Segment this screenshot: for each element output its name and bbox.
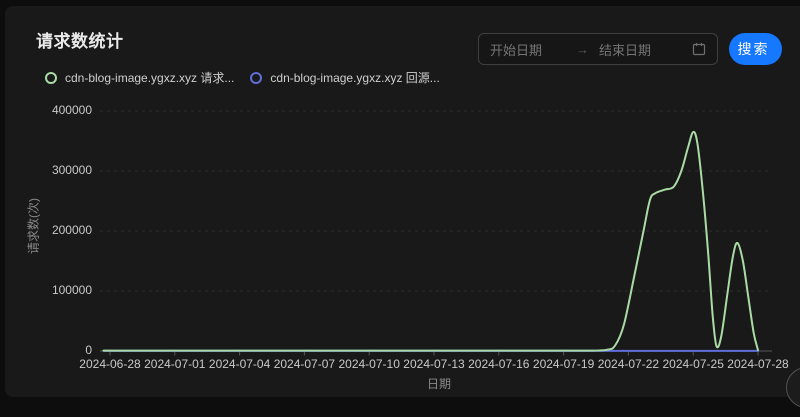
start-date-input[interactable]: 开始日期 bbox=[490, 42, 543, 58]
calendar-icon bbox=[692, 43, 706, 56]
series-marker-requests-icon bbox=[45, 71, 57, 84]
y-axis-tick-label: 0 bbox=[85, 343, 92, 357]
x-axis-tick-label: 2024-07-19 bbox=[532, 357, 595, 371]
end-date-input[interactable]: 结束日期 bbox=[599, 42, 652, 58]
y-axis-tick-label: 100000 bbox=[51, 283, 92, 297]
x-axis-title: 日期 bbox=[426, 377, 451, 391]
y-axis-title: 请求数(次) bbox=[26, 198, 41, 254]
y-axis-tick-label: 300000 bbox=[51, 163, 92, 177]
legend-item-requests[interactable]: cdn-blog-image.ygxz.xyz 请求... bbox=[45, 69, 234, 86]
legend-item-origin[interactable]: cdn-blog-image.ygxz.xyz 回源... bbox=[250, 69, 440, 86]
x-axis-tick-label: 2024-07-10 bbox=[338, 357, 400, 371]
x-axis-tick-label: 2024-07-07 bbox=[273, 357, 336, 371]
x-axis-tick-label: 2024-07-16 bbox=[468, 357, 530, 371]
series-marker-origin-icon bbox=[250, 71, 263, 84]
x-axis-tick-label: 2024-06-28 bbox=[79, 357, 141, 371]
y-axis-tick-label: 200000 bbox=[51, 223, 92, 237]
search-button[interactable]: 搜索 bbox=[729, 33, 782, 65]
x-axis-tick-label: 2024-07-13 bbox=[403, 357, 465, 371]
chart-plot-area[interactable] bbox=[100, 105, 772, 351]
x-axis-tick-label: 2024-07-28 bbox=[727, 357, 789, 371]
date-range-picker[interactable]: 开始日期 → 结束日期 bbox=[478, 33, 718, 65]
x-axis-tick-label: 2024-07-01 bbox=[144, 357, 206, 371]
x-axis-tick-label: 2024-07-22 bbox=[597, 357, 660, 371]
range-arrow-icon: → bbox=[576, 41, 589, 57]
x-axis-tick-label: 2024-07-25 bbox=[662, 357, 724, 371]
chart-legend: cdn-blog-image.ygxz.xyz 请求... cdn-blog-i… bbox=[45, 69, 440, 86]
x-axis-tick-label: 2024-07-04 bbox=[208, 357, 271, 371]
legend-label-requests: cdn-blog-image.ygxz.xyz 请求... bbox=[65, 71, 235, 85]
y-axis-tick-label: 400000 bbox=[51, 103, 92, 117]
page-title: 请求数统计 bbox=[36, 32, 124, 51]
legend-label-origin: cdn-blog-image.ygxz.xyz 回源... bbox=[270, 71, 440, 85]
